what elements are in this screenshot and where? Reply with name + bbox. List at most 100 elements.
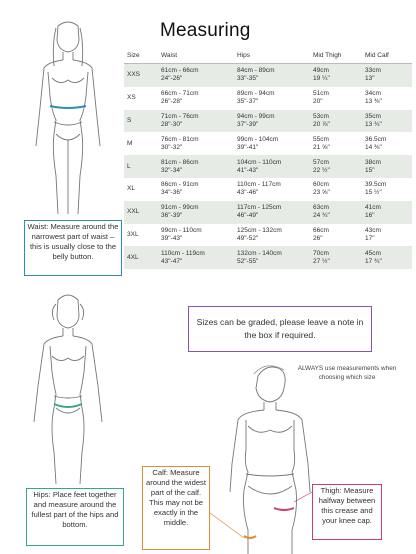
hips-cell: 94cm - 99cm 37"-39": [234, 109, 310, 133]
table-row: XS 66cm - 71cm 26"-28" 89cm - 94cm 35"-37" 51…: [124, 86, 412, 110]
calf-cell: 39.5cm 15 ½": [362, 177, 412, 201]
calf-cell: 43cm 17": [362, 223, 412, 247]
waist-in-value: 32"-34": [161, 166, 183, 174]
thigh-in-value: 19 ¼": [313, 75, 330, 83]
size-value: S: [127, 116, 132, 124]
calf-cell: 38cm 15": [362, 155, 412, 178]
thigh-calf-figure-illustration: [205, 365, 313, 554]
size-value: XS: [127, 94, 136, 102]
waist-cell: 66cm - 71cm 26"-28": [158, 86, 234, 110]
thigh-cm-value: 53cm: [313, 112, 329, 120]
thigh-note-box: Thigh: Measure halfway between this crea…: [312, 484, 382, 540]
waist-in-value: 24"-26": [161, 75, 183, 83]
size-chart-table: Size Waist Hips Mid Thigh Mid Calf XXS 61…: [124, 48, 412, 270]
size-cell: 3XL: [124, 223, 158, 247]
calf-measure-line: [243, 535, 257, 539]
thigh-cell: 49cm 19 ¼": [310, 63, 362, 87]
thigh-cm-value: 51cm: [313, 90, 329, 98]
size-cell: S: [124, 109, 158, 133]
header-hips: Hips: [234, 48, 310, 64]
thigh-in-value: 23 ⅝": [313, 189, 330, 197]
hips-cm-value: 84cm - 89cm: [237, 67, 275, 75]
thigh-cm-value: 57cm: [313, 158, 329, 166]
grading-note-box: Sizes can be graded, please leave a note…: [188, 306, 372, 352]
hips-in-value: 37"-39": [237, 120, 259, 128]
header-mid-calf: Mid Calf: [362, 48, 412, 64]
waist-in-value: 36"-39": [161, 212, 183, 220]
table-row: XXL 91cm - 99cm 36"-39" 117cm - 125cm 46"-49…: [124, 200, 412, 224]
calf-in-value: 14 ⅜": [365, 143, 382, 151]
waist-in-value: 28"-30": [161, 120, 183, 128]
hips-cm-value: 94cm - 99cm: [237, 112, 275, 120]
size-value: XXS: [127, 71, 141, 79]
size-value: 3XL: [127, 230, 139, 238]
calf-cell: 36.5cm 14 ⅜": [362, 132, 412, 156]
hips-in-value: 33"-35": [237, 75, 259, 83]
thigh-cm-value: 55cm: [313, 135, 329, 143]
thigh-cell: 70cm 27 ½": [310, 246, 362, 270]
waist-in-value: 43"-47": [161, 257, 183, 265]
thigh-cell: 63cm 24 ¾": [310, 200, 362, 224]
hips-cell: 125cm - 132cm 49"-52": [234, 223, 310, 247]
size-cell: XL: [124, 177, 158, 201]
thigh-measure-line: [273, 507, 295, 511]
waist-cell: 99cm - 110cm 39"-43": [158, 223, 234, 247]
header-size: Size: [124, 48, 158, 64]
size-value: 4XL: [127, 253, 139, 261]
thigh-in-value: 27 ½": [313, 257, 330, 265]
hips-cell: 84cm - 89cm 33"-35": [234, 63, 310, 87]
table-row: S 71cm - 76cm 28"-30" 94cm - 99cm 37"-39" 53c…: [124, 109, 412, 133]
waist-cell: 110cm - 119cm 43"-47": [158, 246, 234, 270]
size-cell: L: [124, 155, 158, 178]
hips-cell: 104cm - 110cm 41"-43": [234, 155, 310, 178]
table-row: L 81cm - 86cm 32"-34" 104cm - 110cm 41"-43" 5…: [124, 155, 412, 178]
calf-in-value: 15 ½": [365, 189, 382, 197]
hips-cell: 89cm - 94cm 35"-37": [234, 86, 310, 110]
thigh-in-value: 20": [313, 98, 323, 106]
calf-cm-value: 45cm: [365, 249, 381, 257]
waist-cell: 81cm - 86cm 32"-34": [158, 155, 234, 178]
hips-in-value: 46"-49": [237, 212, 259, 220]
size-value: XXL: [127, 208, 140, 216]
calf-in-value: 17 ¾": [365, 257, 382, 265]
calf-cell: 45cm 17 ¾": [362, 246, 412, 270]
waist-cell: 86cm - 91cm 34"-36": [158, 177, 234, 201]
calf-cm-value: 38cm: [365, 158, 381, 166]
calf-cell: 41cm 16": [362, 200, 412, 224]
thigh-cell: 66cm 26": [310, 223, 362, 247]
calf-in-value: 13 ⅜": [365, 98, 382, 106]
waist-figure-illustration: [35, 21, 101, 215]
hips-in-value: 41"-43": [237, 166, 259, 174]
thigh-cm-value: 70cm: [313, 249, 329, 257]
header-mid-thigh: Mid Thigh: [310, 48, 362, 64]
hips-cm-value: 110cm - 117cm: [237, 181, 281, 189]
size-cell: XS: [124, 86, 158, 110]
thigh-cell: 60cm 23 ⅝": [310, 177, 362, 201]
calf-cell: 34cm 13 ⅜": [362, 86, 412, 110]
waist-cm-value: 86cm - 91cm: [161, 181, 199, 189]
waist-cm-value: 71cm - 76cm: [161, 112, 199, 120]
thigh-cm-value: 63cm: [313, 204, 329, 212]
thigh-in-value: 21 ⅝": [313, 143, 330, 151]
waist-in-value: 30"-32": [161, 143, 183, 151]
waist-cell: 76cm - 81cm 30"-32": [158, 132, 234, 156]
hips-cm-value: 132cm - 140cm: [237, 249, 282, 257]
hips-in-value: 52"-55": [237, 257, 259, 265]
table-header-row: Size Waist Hips Mid Thigh Mid Calf: [124, 48, 412, 64]
waist-cm-value: 66cm - 71cm: [161, 90, 199, 98]
thigh-cell: 55cm 21 ⅝": [310, 132, 362, 156]
hips-cm-value: 89cm - 94cm: [237, 90, 275, 98]
calf-in-value: 16": [365, 212, 375, 220]
table-row: 3XL 99cm - 110cm 39"-43" 125cm - 132cm 49"-5…: [124, 223, 412, 247]
waist-in-value: 34"-36": [161, 189, 183, 197]
calf-in-value: 15": [365, 166, 375, 174]
thigh-cell: 51cm 20": [310, 86, 362, 110]
calf-cm-value: 34cm: [365, 90, 381, 98]
size-value: XL: [127, 185, 135, 193]
waist-cell: 61cm - 66cm 24"-26": [158, 63, 234, 87]
hips-in-value: 49"-52": [237, 234, 259, 242]
waist-cm-value: 76cm - 81cm: [161, 135, 199, 143]
thigh-pointer-line: [293, 491, 313, 503]
table-row: XXS 61cm - 66cm 24"-26" 84cm - 89cm 33"-35" 4…: [124, 63, 412, 87]
size-cell: XXL: [124, 200, 158, 224]
